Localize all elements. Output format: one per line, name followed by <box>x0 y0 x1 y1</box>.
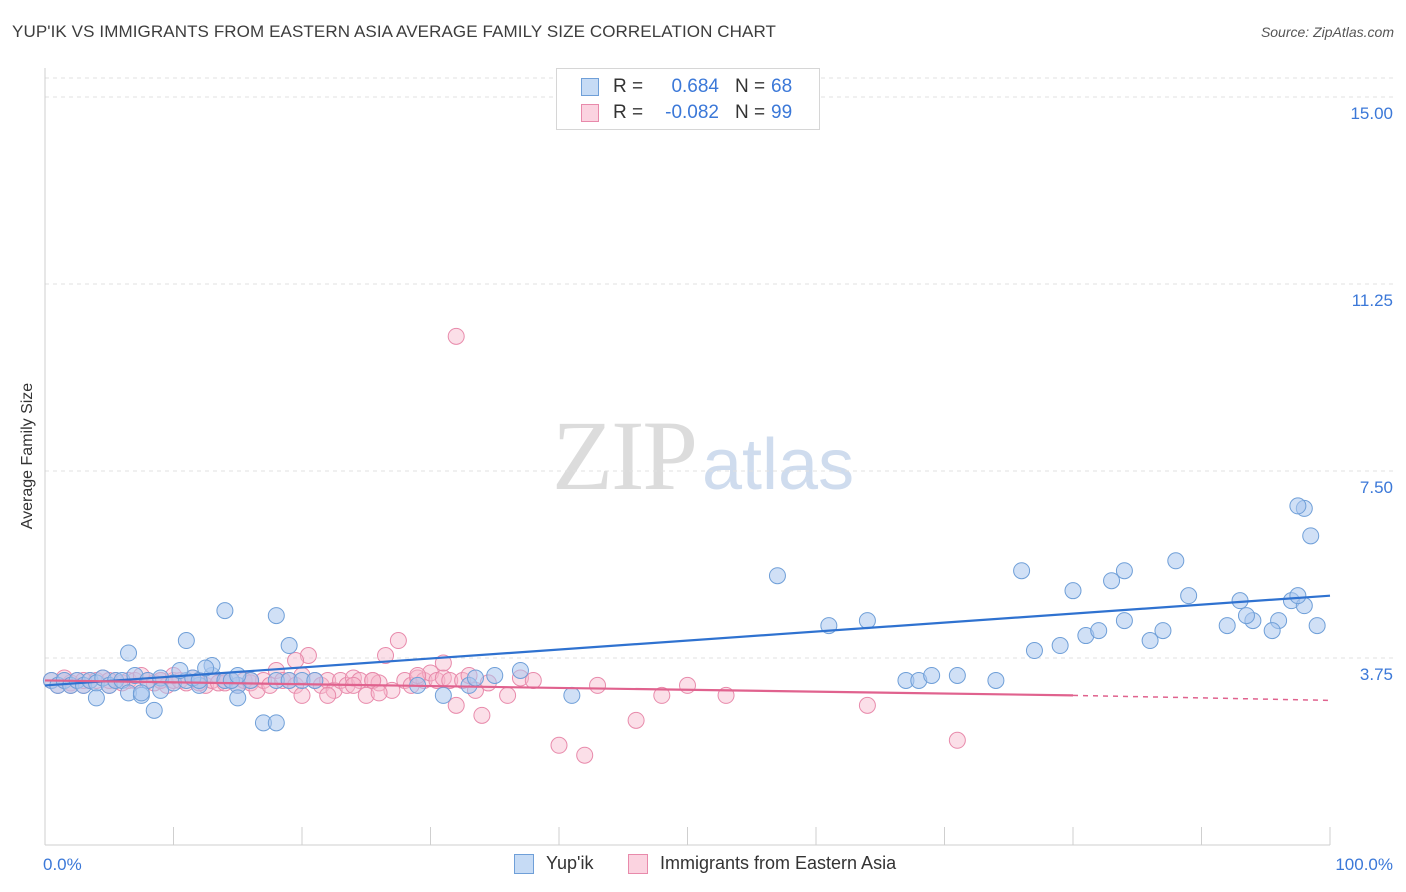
point-yupik <box>267 714 285 732</box>
point-eastern-asia <box>377 647 395 665</box>
legend-n-value: 99 <box>771 102 793 123</box>
point-eastern-asia <box>434 654 452 672</box>
trendline-eastern-asia <box>44 679 1074 697</box>
legend-n-label: N = <box>735 76 766 97</box>
point-eastern-asia <box>627 711 645 729</box>
legend-n-value: 68 <box>771 76 793 97</box>
point-yupik <box>987 671 1005 689</box>
point-yupik <box>1263 622 1281 640</box>
y-axis-label: Average Family Size <box>19 382 36 530</box>
y-tick-label: 3.75 <box>1360 665 1393 684</box>
point-eastern-asia <box>576 746 594 764</box>
point-yupik <box>1013 562 1031 580</box>
point-yupik <box>1180 587 1198 605</box>
point-yupik <box>1115 612 1133 630</box>
point-yupik <box>923 666 941 684</box>
point-yupik <box>1154 622 1172 640</box>
point-eastern-asia <box>293 686 311 704</box>
point-yupik <box>280 637 298 655</box>
point-yupik <box>1289 497 1307 515</box>
point-yupik <box>1141 632 1159 650</box>
legend-swatch-yupik <box>514 854 534 874</box>
y-tick-label: 11.25 <box>1352 291 1393 310</box>
legend-r-value: 0.684 <box>671 76 719 97</box>
point-yupik <box>1115 562 1133 580</box>
legend-label-yupik: Yup'ik <box>546 853 594 873</box>
point-eastern-asia <box>287 651 305 669</box>
point-yupik <box>1302 527 1320 545</box>
correlation-legend: R = 0.684 N = 68 R = -0.082 N = 99 <box>556 68 820 130</box>
point-yupik <box>171 661 189 679</box>
legend-swatch-eastern-asia <box>628 854 648 874</box>
point-eastern-asia <box>357 686 375 704</box>
x-tick-label: 0.0% <box>43 855 82 874</box>
point-yupik <box>511 661 529 679</box>
point-yupik <box>152 681 170 699</box>
point-yupik <box>87 689 105 707</box>
point-yupik <box>1289 587 1307 605</box>
point-yupik <box>216 602 234 620</box>
point-yupik <box>1103 572 1121 590</box>
point-yupik <box>1308 617 1326 635</box>
point-yupik <box>229 666 247 684</box>
x-tick-label: 100.0% <box>1335 855 1393 874</box>
point-eastern-asia <box>589 676 607 694</box>
point-yupik <box>1090 622 1108 640</box>
legend-label-eastern-asia: Immigrants from Eastern Asia <box>660 853 897 873</box>
legend-n-label: N = <box>735 102 766 123</box>
point-yupik <box>267 607 285 625</box>
point-eastern-asia <box>447 696 465 714</box>
point-eastern-asia <box>441 671 459 689</box>
point-eastern-asia <box>299 647 317 665</box>
point-eastern-asia <box>948 731 966 749</box>
point-eastern-asia <box>473 706 491 724</box>
point-eastern-asia <box>858 696 876 714</box>
point-eastern-asia <box>550 736 568 754</box>
point-yupik <box>1051 637 1069 655</box>
point-yupik <box>486 666 504 684</box>
point-eastern-asia <box>319 686 337 704</box>
point-yupik <box>466 669 484 687</box>
point-yupik <box>120 644 138 662</box>
point-eastern-asia <box>370 684 388 702</box>
legend-r-label: R = <box>613 76 644 97</box>
y-tick-label: 15.00 <box>1350 104 1393 123</box>
point-yupik <box>768 567 786 585</box>
point-yupik <box>1167 552 1185 570</box>
point-eastern-asia <box>447 327 465 345</box>
series-legend: Yup'ik Immigrants from Eastern Asia <box>0 852 1406 876</box>
legend-r-value: -0.082 <box>665 102 719 123</box>
trendline-eastern-asia-extension <box>1072 694 1331 702</box>
point-yupik <box>434 686 452 704</box>
point-yupik <box>132 684 150 702</box>
point-yupik <box>177 632 195 650</box>
point-yupik <box>306 671 324 689</box>
source-label: Source: ZipAtlas.com <box>1260 24 1394 40</box>
point-yupik <box>1237 607 1255 625</box>
trendline-yupik <box>44 594 1331 687</box>
point-yupik <box>197 659 215 677</box>
point-yupik <box>1064 582 1082 600</box>
point-yupik <box>858 612 876 630</box>
point-eastern-asia <box>679 676 696 694</box>
point-yupik <box>229 689 247 707</box>
chart-title: YUP'IK VS IMMIGRANTS FROM EASTERN ASIA A… <box>12 22 777 41</box>
legend-swatch-yupik <box>581 78 599 96</box>
point-eastern-asia <box>389 632 407 650</box>
legend-swatch-eastern-asia <box>581 104 599 122</box>
point-eastern-asia <box>499 686 517 704</box>
point-eastern-asia <box>653 686 671 704</box>
y-tick-label: 7.50 <box>1360 478 1393 497</box>
legend-r-label: R = <box>613 102 644 123</box>
point-yupik <box>145 701 163 719</box>
point-yupik <box>1025 642 1043 660</box>
point-yupik <box>1218 617 1236 635</box>
point-yupik <box>563 686 581 704</box>
point-yupik <box>948 666 966 684</box>
